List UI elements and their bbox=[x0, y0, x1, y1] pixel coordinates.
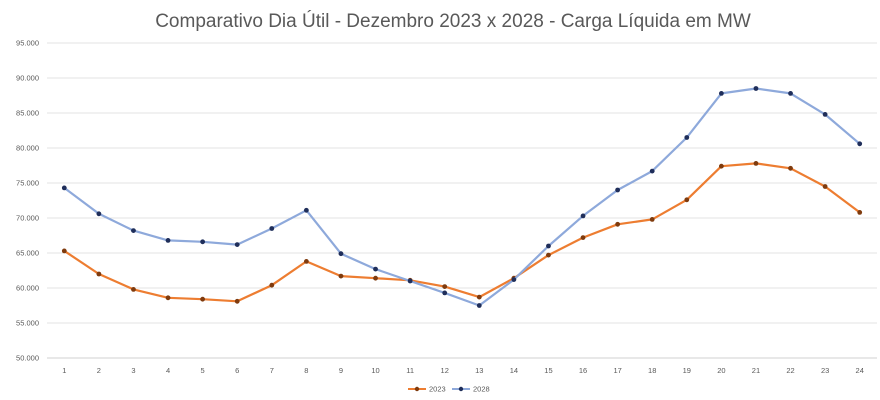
data-point bbox=[615, 187, 621, 193]
x-tick-label: 9 bbox=[339, 366, 343, 375]
y-tick-label: 60.000 bbox=[16, 284, 39, 293]
data-point bbox=[200, 239, 206, 245]
data-point bbox=[61, 248, 67, 254]
x-tick-label: 20 bbox=[717, 366, 725, 375]
series-2023 bbox=[61, 161, 863, 304]
data-point bbox=[476, 303, 482, 308]
legend-item: 2028 bbox=[452, 385, 490, 394]
data-point bbox=[476, 294, 482, 300]
y-tick-label: 65.000 bbox=[16, 249, 39, 258]
y-tick-label: 75.000 bbox=[16, 179, 39, 188]
data-point bbox=[649, 217, 655, 222]
legend-swatch-marker bbox=[458, 386, 464, 392]
x-axis-tick-labels: 1 2 3 4 5 6 7 8 9 10 11 12 13 14 15 16 17 18 19 20 21 22 23 24 bbox=[62, 366, 864, 375]
x-tick-label: 2 bbox=[97, 366, 101, 375]
data-point bbox=[580, 235, 586, 241]
series-lines bbox=[61, 86, 863, 308]
x-tick-label: 10 bbox=[371, 366, 379, 375]
data-point bbox=[165, 238, 171, 243]
gridlines bbox=[47, 42, 877, 359]
x-tick-label: 21 bbox=[752, 366, 760, 375]
data-point bbox=[200, 296, 206, 302]
x-tick-label: 4 bbox=[166, 366, 170, 375]
y-tick-label: 85.000 bbox=[16, 109, 39, 118]
legend-swatch-marker bbox=[414, 386, 420, 392]
data-point bbox=[684, 197, 690, 203]
x-tick-label: 17 bbox=[613, 366, 621, 375]
data-point bbox=[61, 185, 67, 191]
data-point bbox=[373, 275, 378, 281]
data-point bbox=[580, 213, 586, 219]
data-point bbox=[96, 211, 102, 217]
y-axis-tick-labels: 50.000 55.000 60.000 65.000 70.000 75.000 80.0… bbox=[16, 39, 39, 363]
x-tick-label: 24 bbox=[856, 366, 864, 375]
series-line bbox=[63, 87, 861, 307]
data-point bbox=[788, 91, 793, 96]
x-tick-label: 19 bbox=[683, 366, 691, 375]
x-tick-label: 11 bbox=[406, 366, 414, 375]
x-tick-label: 1 bbox=[62, 366, 66, 375]
data-point bbox=[373, 266, 378, 272]
series-line bbox=[63, 162, 861, 303]
y-tick-label: 80.000 bbox=[16, 144, 39, 153]
data-point bbox=[338, 251, 344, 257]
x-tick-label: 16 bbox=[579, 366, 587, 375]
y-tick-label: 90.000 bbox=[16, 74, 39, 83]
data-point bbox=[131, 287, 136, 292]
data-point bbox=[822, 184, 828, 189]
legend-label: 2028 bbox=[473, 385, 490, 394]
x-tick-label: 23 bbox=[821, 366, 829, 375]
data-point bbox=[718, 163, 724, 169]
data-point bbox=[615, 221, 621, 227]
data-point bbox=[269, 226, 275, 231]
data-point bbox=[718, 91, 724, 96]
data-point bbox=[407, 278, 413, 284]
x-tick-label: 13 bbox=[475, 366, 483, 375]
x-tick-label: 7 bbox=[270, 366, 274, 375]
data-point bbox=[753, 161, 759, 166]
data-point bbox=[234, 298, 240, 304]
x-tick-label: 12 bbox=[441, 366, 449, 375]
x-tick-label: 18 bbox=[648, 366, 656, 375]
data-point bbox=[788, 165, 793, 171]
chart-title: Comparativo Dia Útil - Dezembro 2023 x 2… bbox=[155, 10, 751, 32]
data-point bbox=[822, 112, 828, 117]
x-tick-label: 5 bbox=[201, 366, 205, 375]
y-tick-label: 55.000 bbox=[16, 319, 39, 328]
x-tick-label: 3 bbox=[131, 366, 135, 375]
data-point bbox=[753, 86, 759, 91]
data-point bbox=[303, 259, 309, 264]
data-point bbox=[234, 242, 240, 248]
x-tick-label: 8 bbox=[304, 366, 308, 375]
y-tick-label: 70.000 bbox=[16, 214, 39, 223]
data-point bbox=[96, 271, 102, 277]
legend-label: 2023 bbox=[429, 385, 446, 394]
series-2028 bbox=[61, 86, 863, 308]
data-point bbox=[857, 210, 863, 215]
data-point bbox=[511, 277, 517, 282]
data-point bbox=[649, 168, 655, 174]
x-tick-label: 22 bbox=[786, 366, 794, 375]
data-point bbox=[442, 290, 448, 296]
data-point bbox=[165, 295, 171, 301]
legend-item: 2023 bbox=[408, 385, 446, 394]
data-point bbox=[269, 282, 275, 288]
x-tick-label: 15 bbox=[544, 366, 552, 375]
data-point bbox=[684, 135, 690, 140]
data-point bbox=[338, 273, 344, 279]
y-tick-label: 95.000 bbox=[16, 39, 39, 48]
data-point bbox=[303, 207, 309, 213]
y-tick-label: 50.000 bbox=[16, 354, 39, 363]
x-tick-label: 6 bbox=[235, 366, 239, 375]
data-point bbox=[131, 228, 136, 234]
data-point bbox=[442, 284, 448, 289]
data-point bbox=[546, 252, 551, 258]
legend: 2023 2028 bbox=[408, 385, 490, 394]
x-tick-label: 14 bbox=[510, 366, 518, 375]
data-point bbox=[857, 141, 863, 147]
data-point bbox=[546, 243, 551, 249]
